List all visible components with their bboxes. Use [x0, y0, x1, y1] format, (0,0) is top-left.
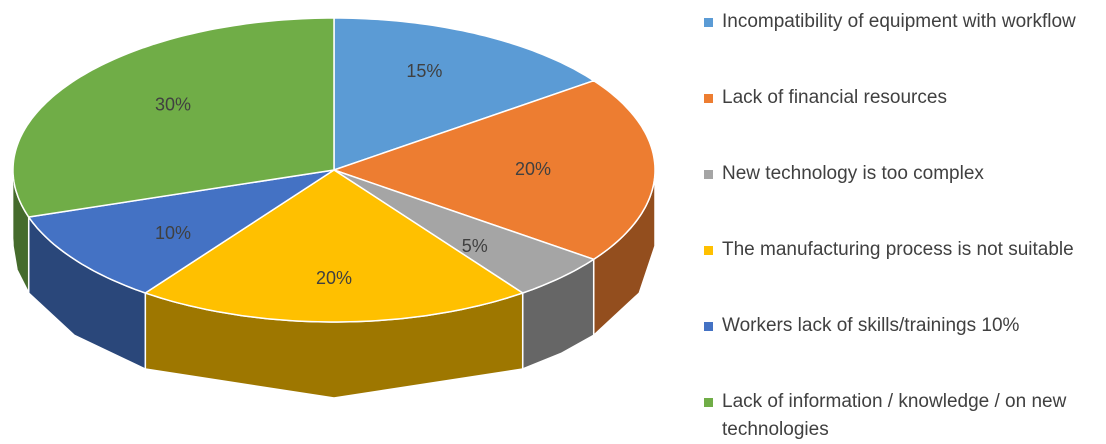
- legend-swatch: [704, 170, 713, 179]
- legend-label: Incompatibility of equipment with workfl…: [722, 8, 1076, 36]
- data-label: 15%: [406, 61, 442, 81]
- legend-item: Incompatibility of equipment with workfl…: [700, 8, 1092, 36]
- legend-item: The manufacturing process is not suitabl…: [700, 236, 1092, 264]
- legend-label: Lack of information / knowledge / on new…: [722, 388, 1092, 444]
- legend-item: Lack of financial resources: [700, 84, 1092, 112]
- data-label: 5%: [462, 236, 488, 256]
- legend-swatch: [704, 322, 713, 331]
- legend-swatch: [704, 398, 713, 407]
- legend-item: Workers lack of skills/trainings 10%: [700, 312, 1092, 340]
- legend-label: Workers lack of skills/trainings 10%: [722, 312, 1019, 340]
- legend-label: The manufacturing process is not suitabl…: [722, 236, 1074, 264]
- data-label: 20%: [515, 159, 551, 179]
- legend-label: New technology is too complex: [722, 160, 984, 188]
- data-label: 10%: [155, 223, 191, 243]
- legend-swatch: [704, 18, 713, 27]
- legend-item: New technology is too complex: [700, 160, 1092, 188]
- legend-item: Lack of information / knowledge / on new…: [700, 388, 1092, 444]
- legend-swatch: [704, 94, 713, 103]
- legend-swatch: [704, 246, 713, 255]
- chart: 15% 20% 5% 20% 10% 30%: [0, 0, 690, 443]
- data-label: 30%: [155, 94, 191, 114]
- data-label: 20%: [316, 268, 352, 288]
- legend-label: Lack of financial resources: [722, 84, 947, 112]
